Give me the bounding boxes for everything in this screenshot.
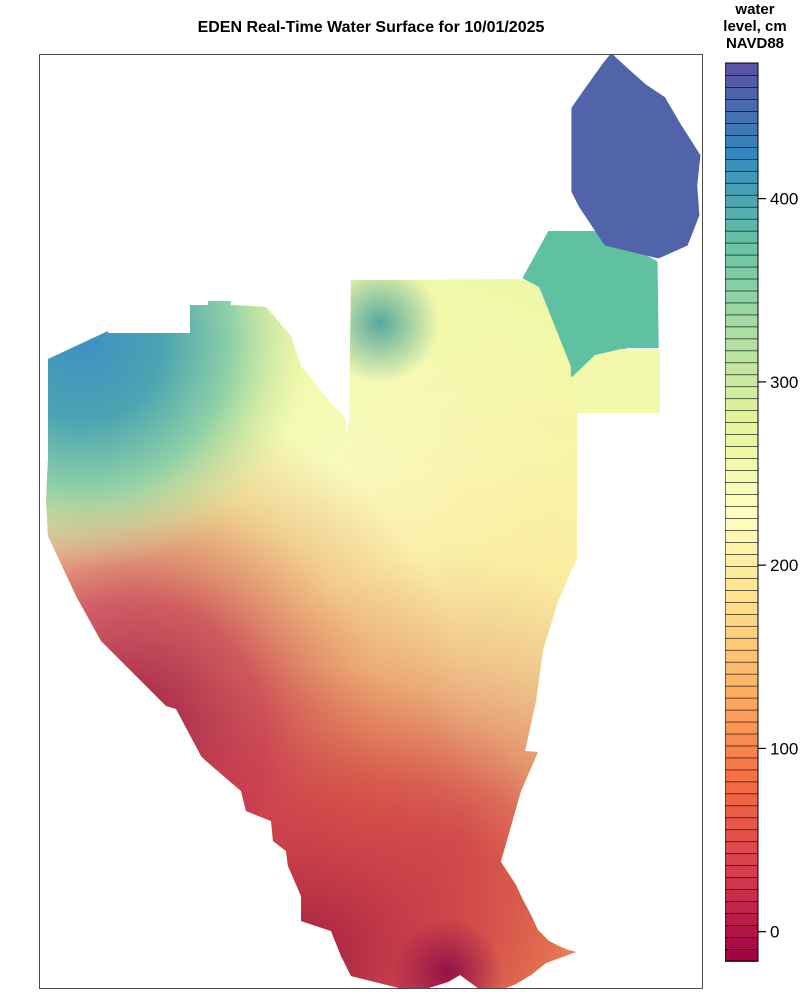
svg-text:100: 100 <box>770 739 798 758</box>
svg-text:0: 0 <box>770 923 779 942</box>
svg-text:400: 400 <box>770 190 798 209</box>
svg-text:300: 300 <box>770 373 798 392</box>
svg-text:200: 200 <box>770 556 798 575</box>
